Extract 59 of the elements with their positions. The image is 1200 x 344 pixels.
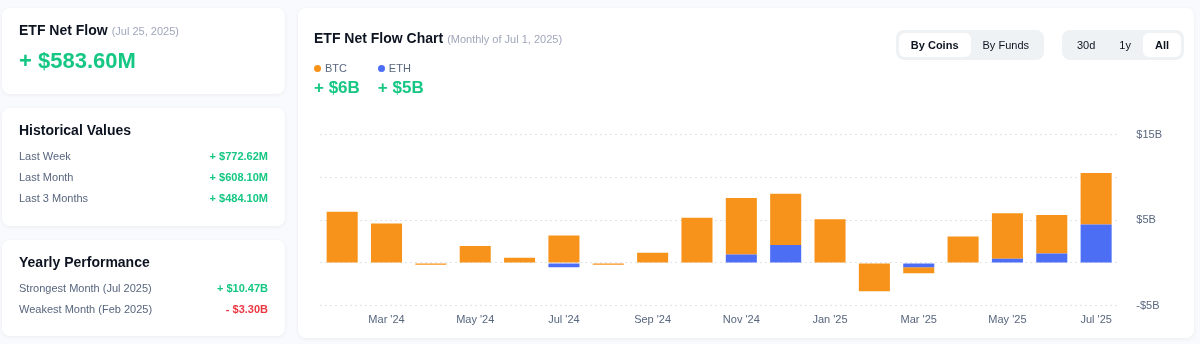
bar [504, 257, 536, 263]
y-tick-label: -$5B [1136, 298, 1160, 311]
text: (Jul 25, 2025) [111, 25, 179, 37]
text: + $6B [314, 78, 360, 98]
bar [770, 245, 802, 263]
x-tick-label: May '25 [988, 313, 1027, 326]
x-tick-label: Sep '24 [634, 313, 672, 326]
bar [459, 245, 491, 263]
text: - $3.30B [225, 303, 268, 315]
x-tick-label: Mar '24 [368, 313, 405, 326]
x-tick-label: Jul '24 [548, 313, 580, 326]
x-tick-label: Nov '24 [722, 313, 760, 326]
text: + $5B [377, 78, 424, 98]
text: 1y [1118, 38, 1132, 53]
bar [770, 193, 802, 246]
chart-subtitle: (Monthly of Jul 1, 2025) [447, 33, 563, 45]
bar [637, 252, 669, 263]
x-tick-label: May '24 [456, 313, 495, 326]
text: + $484.10M [209, 192, 268, 204]
y-tick-label: $5B [1136, 213, 1156, 226]
bar [991, 213, 1023, 259]
x-tick-label: Jan '25 [812, 313, 848, 326]
text: + $10.47B [216, 282, 268, 294]
legend-label: ETH [387, 62, 412, 74]
bar [903, 267, 935, 274]
bar [326, 211, 358, 263]
text: + $608.10M [209, 171, 268, 183]
text: Last 3 Months [19, 192, 89, 204]
bar [991, 258, 1023, 263]
bar [814, 219, 846, 263]
bar [1080, 173, 1112, 225]
text: Historical Values [19, 122, 133, 138]
bar [371, 223, 403, 263]
text: By Funds [981, 38, 1030, 53]
chart-title: ETF Net Flow Chart [314, 30, 444, 46]
text: 30d [1075, 38, 1097, 53]
bar [1080, 224, 1112, 263]
bar [947, 236, 979, 263]
bar [681, 217, 713, 263]
text: Last Week [19, 150, 71, 162]
bar [1036, 215, 1068, 254]
text: By Coins [898, 33, 971, 57]
text: Yearly Performance [19, 254, 151, 270]
bar [548, 235, 580, 263]
y-tick-label: $15B [1136, 127, 1163, 140]
bar [725, 254, 757, 263]
text: Strongest Month (Jul 2025) [19, 282, 152, 294]
legend-label: BTC [324, 62, 348, 74]
x-tick-label: Jul '25 [1080, 313, 1112, 326]
bar [1036, 253, 1068, 263]
text: All [1142, 33, 1181, 57]
text: Weakest Month (Feb 2025) [19, 303, 153, 315]
text: + $772.62M [209, 150, 268, 162]
x-tick-label: Mar '25 [900, 313, 937, 326]
bar [725, 197, 757, 255]
text: Last Month [19, 171, 74, 183]
text: + $583.60M [19, 48, 137, 74]
bar [858, 263, 890, 292]
text: ETF Net Flow [19, 22, 108, 38]
